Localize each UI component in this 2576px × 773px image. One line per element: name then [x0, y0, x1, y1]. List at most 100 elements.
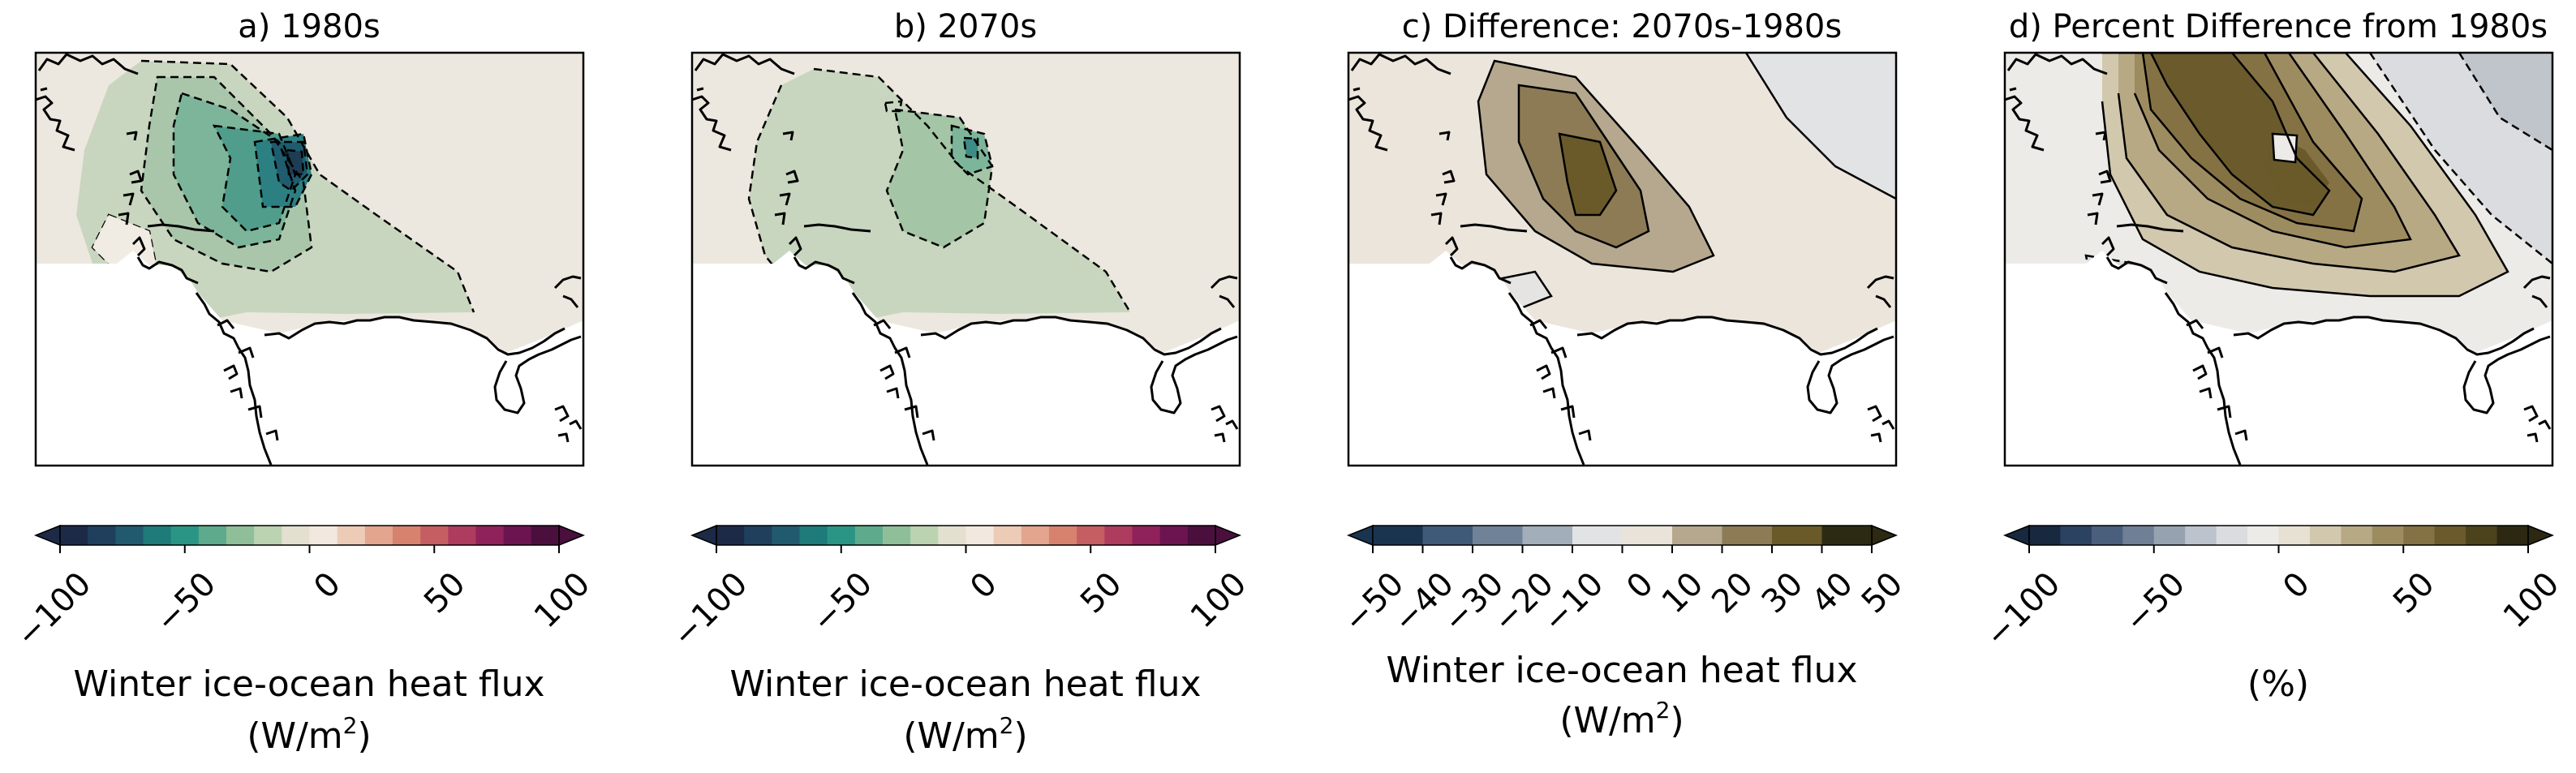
panel-d-colorbar-label: (%) [2247, 663, 2309, 705]
panel-b-map [690, 51, 1241, 467]
colorbar-swatch [88, 526, 116, 545]
colorbar-extend-low [2002, 524, 2030, 547]
colorbar-swatch [910, 526, 939, 545]
colorbar-swatch [393, 526, 421, 545]
panel-c-map [1347, 51, 1898, 467]
colorbar-tick-label: 50 [2386, 565, 2442, 621]
colorbar-swatch [2153, 526, 2186, 545]
colorbar-swatch [448, 526, 476, 545]
panel-b-colorbar-unit: (W/m2) [903, 712, 1027, 757]
colorbar-swatch [938, 526, 966, 545]
panel-c-title: c) Difference: 2070s-1980s [1402, 8, 1842, 45]
colorbar-swatch [2434, 526, 2466, 545]
colorbar-swatch [2060, 526, 2092, 545]
colorbar-swatch [475, 526, 505, 545]
colorbar-swatch [965, 526, 995, 545]
colorbar-extend-low [690, 524, 717, 547]
colorbar-tick-label: 100 [527, 565, 598, 636]
colorbar-swatch [420, 526, 449, 545]
panel-c-difference: c) Difference: 2070s-1980s [1336, 8, 1910, 741]
colorbar-tick-label: 0 [963, 565, 1004, 607]
colorbar-swatch [2403, 526, 2436, 545]
panel-b-colorbar: −100 −50 0 50 100 [665, 524, 1254, 655]
colorbar-swatch [1422, 526, 1473, 545]
colorbar-swatch [143, 526, 172, 545]
colorbar-swatch [309, 526, 338, 545]
colorbar-swatch [198, 526, 227, 545]
panel-c-fill-neg [1746, 53, 1896, 199]
colorbar-swatch [226, 526, 255, 545]
colorbar-tick-label: 50 [1855, 565, 1911, 621]
colorbar-tick-label: −100 [665, 565, 755, 655]
colorbar-tick-label: 10 [1655, 565, 1711, 621]
panel-a-title: a) 1980s [238, 8, 380, 45]
colorbar-swatch [1373, 526, 1423, 545]
colorbar-tick-label: 50 [1073, 565, 1129, 621]
colorbar-tick-label: −50 [2118, 565, 2192, 640]
colorbar-tick-label: −10 [1536, 565, 1611, 640]
colorbar-tick-label: −50 [148, 565, 223, 640]
colorbar-swatch [254, 526, 282, 545]
colorbar-swatch [282, 526, 310, 545]
colorbar-swatch [2372, 526, 2404, 545]
panel-b-2070s: b) 2070s −100 −50 0 5 [665, 8, 1254, 757]
colorbar-swatch [2216, 526, 2248, 545]
colorbar-tick-label: 0 [2276, 565, 2317, 607]
colorbar-swatch [2466, 526, 2498, 545]
colorbar-tick-label: 50 [417, 565, 473, 621]
colorbar-tick-label: 0 [1619, 565, 1661, 607]
colorbar-tick-label: 100 [1184, 565, 1254, 636]
colorbar-swatch [744, 526, 772, 545]
panel-d-fill-7 [2273, 134, 2297, 162]
colorbar-swatch [2341, 526, 2373, 545]
colorbar-extend-high [2527, 524, 2555, 547]
panel-c-colorbar-unit: (W/m2) [1559, 697, 1684, 741]
panel-a-colorbar-label: Winter ice-ocean heat flux [73, 663, 544, 705]
colorbar-swatch [364, 526, 393, 545]
colorbar-swatch [60, 526, 88, 545]
colorbar-swatch [2029, 526, 2061, 545]
colorbar-extend-high [1871, 524, 1899, 547]
colorbar-swatch [2247, 526, 2279, 545]
colorbar-swatch [531, 526, 560, 545]
colorbar-swatch [993, 526, 1022, 545]
colorbar-swatch [1722, 526, 1773, 545]
colorbar-swatch [1049, 526, 1077, 545]
colorbar-tick-label: −100 [9, 565, 98, 655]
colorbar-swatch [2278, 526, 2311, 545]
colorbar-swatch [1672, 526, 1722, 545]
colorbar-swatch [115, 526, 144, 545]
colorbar-swatch [883, 526, 911, 545]
colorbar-swatch [1772, 526, 1822, 545]
colorbar-tick-label: −50 [805, 565, 879, 640]
panel-d-fill-neg-2 [2459, 53, 2552, 150]
colorbar-swatch [1187, 526, 1216, 545]
colorbar-extend-low [33, 524, 61, 547]
panel-c-colorbar-label: Winter ice-ocean heat flux [1386, 650, 1857, 691]
colorbar-swatch [2185, 526, 2217, 545]
panel-a-colorbar: −100 −50 0 50 100 [9, 524, 598, 655]
panel-b-title: b) 2070s [894, 8, 1037, 45]
colorbar-tick-label: 100 [2496, 565, 2567, 636]
colorbar-extend-high [1215, 524, 1242, 547]
panel-b-colorbar-label: Winter ice-ocean heat flux [729, 663, 1201, 705]
panel-a-colorbar-unit: (W/m2) [247, 712, 371, 757]
panel-b-fill-4 [964, 138, 978, 158]
colorbar-tick-label: 20 [1705, 565, 1761, 621]
colorbar-extend-high [558, 524, 586, 547]
panel-a-fill-7 [287, 150, 303, 174]
colorbar-extend-low [1346, 524, 1374, 547]
colorbar-swatch [1159, 526, 1189, 545]
colorbar-swatch [854, 526, 884, 545]
colorbar-swatch [2496, 526, 2529, 545]
colorbar-swatch [1821, 526, 1873, 545]
colorbar-swatch [1077, 526, 1105, 545]
colorbar-tick-label: 30 [1755, 565, 1811, 621]
colorbar-swatch [2309, 526, 2342, 545]
colorbar-swatch [337, 526, 366, 545]
colorbar-swatch [2091, 526, 2123, 545]
colorbar-swatch [1132, 526, 1161, 545]
colorbar-swatch [1572, 526, 1623, 545]
